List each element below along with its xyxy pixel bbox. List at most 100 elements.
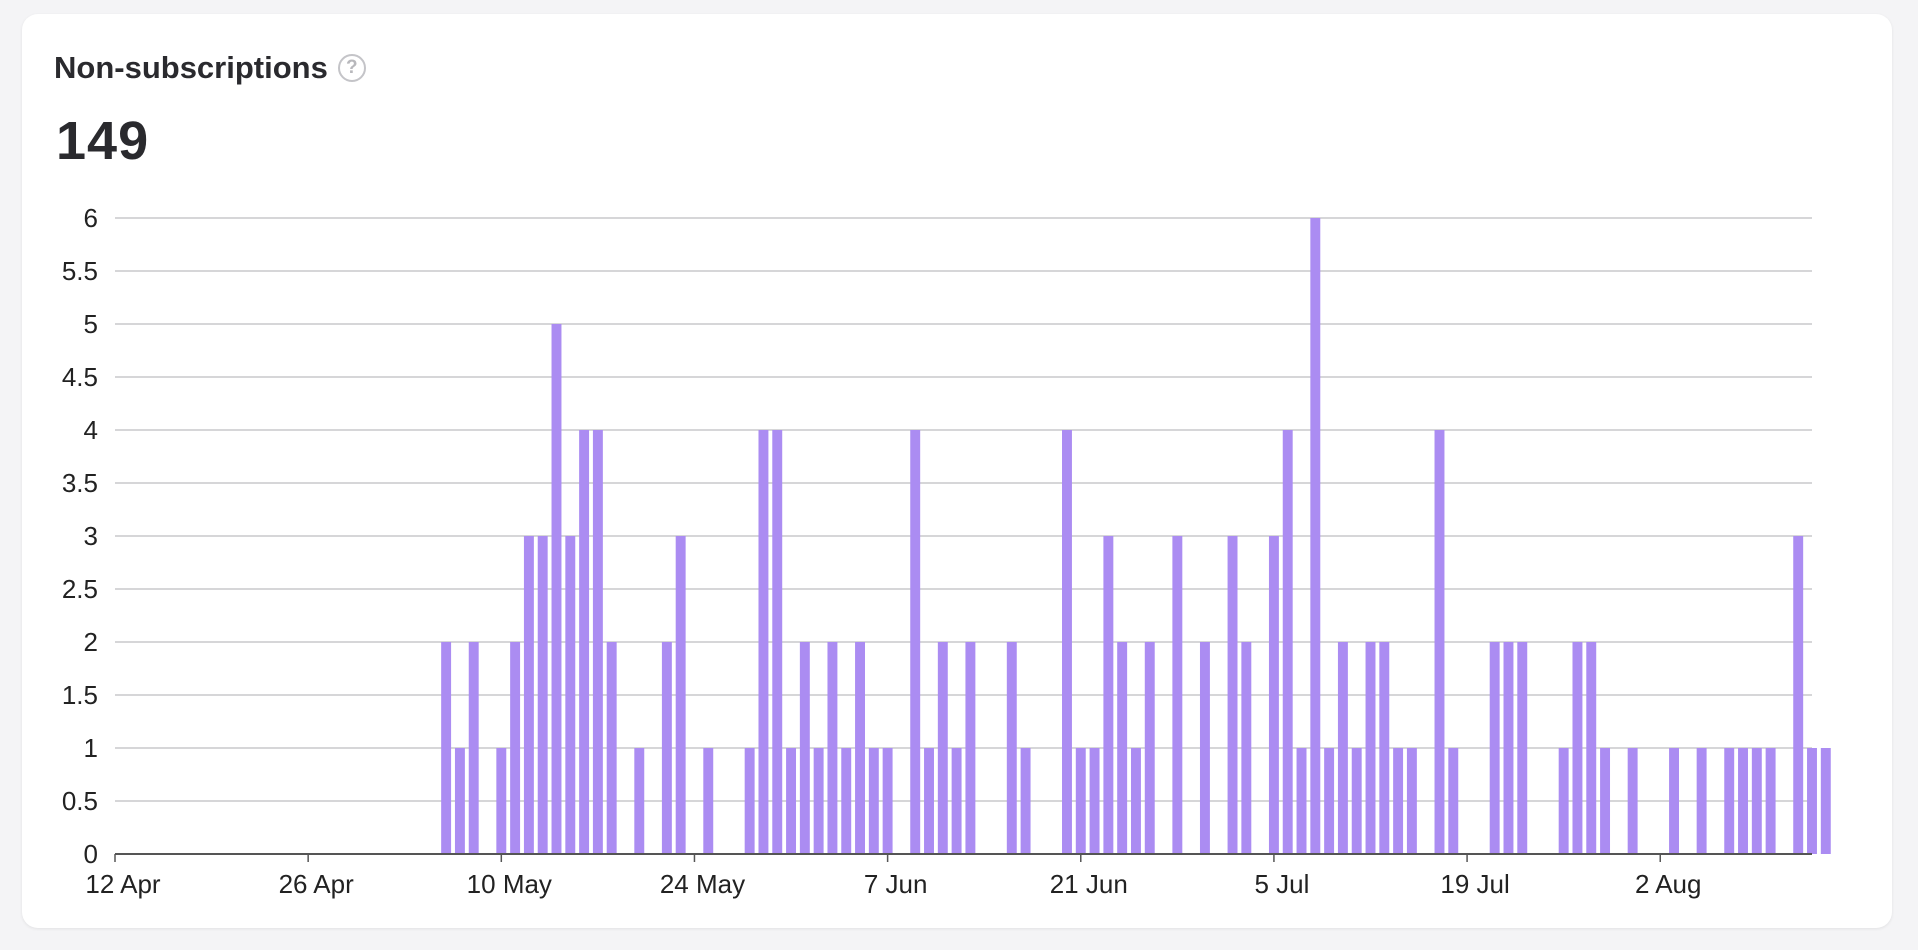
y-tick-label: 2 bbox=[84, 627, 98, 657]
bar bbox=[813, 748, 824, 854]
y-tick-label: 5 bbox=[84, 309, 98, 339]
question-circle-icon[interactable]: ? bbox=[337, 54, 366, 82]
bar bbox=[951, 748, 962, 854]
y-tick-label: 5.5 bbox=[62, 256, 98, 286]
bar bbox=[799, 642, 810, 854]
bar bbox=[634, 748, 645, 854]
y-tick-label: 2.5 bbox=[62, 574, 98, 604]
bar bbox=[1807, 748, 1817, 854]
bar bbox=[1669, 748, 1679, 854]
bar bbox=[1393, 748, 1404, 854]
bar bbox=[1406, 748, 1417, 854]
bar bbox=[1144, 642, 1155, 854]
bar bbox=[868, 748, 879, 854]
bar bbox=[1489, 642, 1500, 854]
x-tick-label: 10 May bbox=[467, 869, 552, 899]
bar bbox=[758, 430, 769, 854]
bar bbox=[1517, 642, 1528, 854]
bar bbox=[786, 748, 797, 854]
bar bbox=[496, 748, 507, 854]
y-tick-label: 0 bbox=[84, 839, 98, 869]
bar bbox=[1130, 748, 1141, 854]
bar bbox=[965, 642, 976, 854]
bar bbox=[1268, 536, 1279, 854]
bar bbox=[1020, 748, 1031, 854]
bar bbox=[441, 642, 452, 854]
bar bbox=[1324, 748, 1335, 854]
x-tick-label: 26 Apr bbox=[279, 869, 355, 899]
bar bbox=[1089, 748, 1100, 854]
bar bbox=[1696, 748, 1707, 854]
bar bbox=[1062, 430, 1072, 854]
bar bbox=[1379, 642, 1390, 854]
bar bbox=[772, 430, 783, 854]
bar bbox=[1600, 748, 1611, 854]
y-tick-label: 4 bbox=[84, 415, 98, 445]
x-tick-label: 5 Jul bbox=[1254, 869, 1309, 899]
bar bbox=[592, 430, 603, 854]
y-tick-label: 3 bbox=[84, 521, 98, 551]
y-tick-label: 0.5 bbox=[62, 786, 98, 816]
y-tick-label: 6 bbox=[84, 203, 98, 233]
bar bbox=[1103, 536, 1114, 854]
bar bbox=[661, 642, 672, 854]
bar bbox=[1793, 536, 1804, 854]
bar bbox=[1434, 430, 1445, 854]
x-tick-label: 2 Aug bbox=[1635, 869, 1702, 899]
bar bbox=[1627, 748, 1638, 854]
y-tick-label: 1 bbox=[84, 733, 98, 763]
bar bbox=[1006, 642, 1017, 854]
bar bbox=[606, 642, 617, 854]
bar bbox=[1751, 748, 1762, 854]
x-tick-label: 7 Jun bbox=[864, 869, 928, 899]
bar bbox=[1172, 536, 1183, 854]
bar bbox=[703, 748, 714, 854]
bar bbox=[744, 748, 755, 854]
bar bbox=[454, 748, 465, 854]
bar bbox=[1282, 430, 1293, 854]
bar bbox=[1724, 748, 1735, 854]
bar bbox=[675, 536, 686, 854]
bar bbox=[1558, 748, 1569, 854]
y-tick-label: 4.5 bbox=[62, 362, 98, 392]
bar bbox=[1572, 642, 1583, 854]
bar bbox=[841, 748, 852, 854]
total-value: 149 bbox=[56, 111, 150, 171]
bar bbox=[1503, 642, 1514, 854]
bar bbox=[1075, 748, 1086, 854]
y-tick-label: 3.5 bbox=[62, 468, 98, 498]
bar bbox=[1820, 748, 1831, 854]
bar bbox=[1337, 642, 1348, 854]
bar bbox=[537, 536, 548, 854]
bar bbox=[1296, 748, 1307, 854]
bar bbox=[1586, 642, 1597, 854]
y-tick-label: 1.5 bbox=[62, 680, 98, 710]
bar bbox=[910, 430, 921, 854]
bar bbox=[1351, 748, 1362, 854]
bar bbox=[1199, 642, 1210, 854]
x-tick-label: 21 Jun bbox=[1050, 869, 1128, 899]
bar bbox=[1448, 748, 1459, 854]
card-header: Non-subscriptions ? bbox=[54, 50, 366, 86]
card-title: Non-subscriptions bbox=[54, 50, 328, 85]
bar bbox=[551, 324, 562, 854]
bar bbox=[855, 642, 865, 854]
bar bbox=[882, 748, 893, 854]
bar bbox=[1738, 748, 1748, 854]
bar bbox=[1765, 748, 1776, 854]
bar bbox=[1310, 218, 1321, 854]
bar bbox=[1117, 642, 1128, 854]
bar bbox=[1241, 642, 1252, 854]
bar bbox=[523, 536, 534, 854]
bar bbox=[1365, 642, 1376, 854]
bar bbox=[565, 536, 576, 854]
bar bbox=[937, 642, 948, 854]
x-tick-label: 19 Jul bbox=[1440, 869, 1509, 899]
x-tick-label: 24 May bbox=[660, 869, 745, 899]
bar bbox=[510, 642, 521, 854]
bar bbox=[468, 642, 479, 854]
bar bbox=[827, 642, 838, 854]
bar bbox=[1227, 536, 1238, 854]
x-tick-label: 12 Apr bbox=[85, 869, 161, 899]
